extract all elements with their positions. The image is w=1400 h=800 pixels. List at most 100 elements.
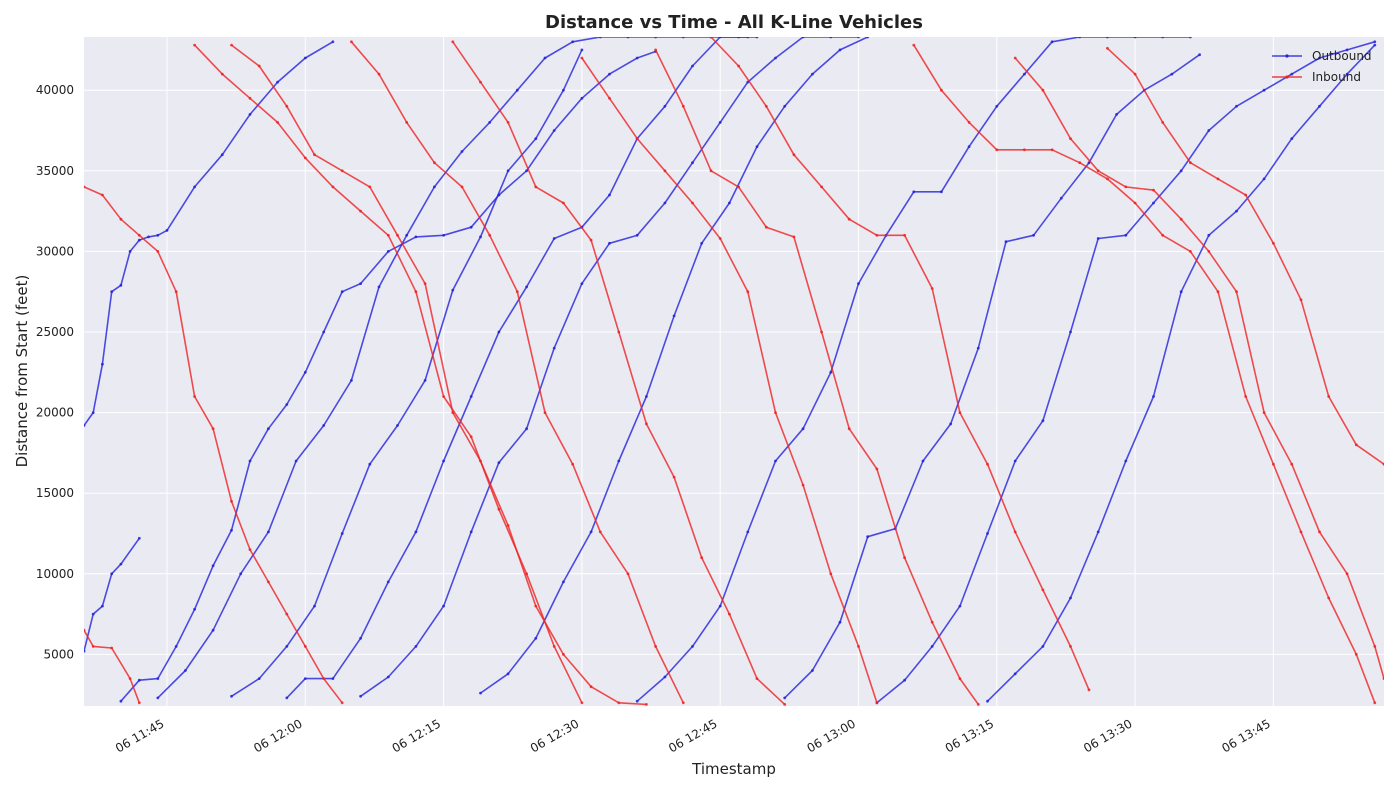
outbound-point xyxy=(617,459,621,463)
inbound-point xyxy=(174,290,178,294)
inbound-point xyxy=(792,153,796,157)
outbound-point xyxy=(608,241,611,245)
inbound-point xyxy=(101,193,104,197)
outbound-point xyxy=(1124,459,1128,463)
x-tick-label: 06 13:15 xyxy=(943,716,996,755)
outbound-point xyxy=(534,137,538,141)
outbound-point xyxy=(728,201,731,205)
inbound-point xyxy=(1354,653,1358,656)
outbound-point xyxy=(1050,40,1054,44)
outbound-point xyxy=(359,636,362,640)
outbound-point xyxy=(774,56,777,60)
outbound-point xyxy=(921,459,925,463)
inbound-point xyxy=(1041,88,1045,92)
x-tick-label: 06 11:45 xyxy=(113,716,166,755)
inbound-point xyxy=(248,548,252,551)
y-tick-label: 5000 xyxy=(43,647,74,661)
x-tick-label: 06 12:45 xyxy=(666,716,719,755)
outbound-point xyxy=(801,37,805,39)
outbound-point xyxy=(313,604,316,608)
outbound-point xyxy=(497,461,501,464)
outbound-point xyxy=(930,645,934,648)
outbound-point xyxy=(174,645,178,648)
outbound-point xyxy=(220,153,224,157)
inbound-point xyxy=(1327,395,1331,398)
outbound-point xyxy=(1179,290,1183,294)
inbound-point xyxy=(460,185,464,189)
x-axis-label: Timestamp xyxy=(691,760,776,778)
outbound-point xyxy=(294,459,298,463)
outbound-point xyxy=(1290,72,1294,76)
inbound-point xyxy=(497,507,501,511)
outbound-point xyxy=(479,691,482,695)
inbound-point xyxy=(903,556,906,560)
outbound-point xyxy=(774,459,777,463)
inbound-point xyxy=(1013,530,1017,534)
outbound-point xyxy=(433,185,436,189)
inbound-vehicle-trace xyxy=(231,44,647,706)
outbound-point xyxy=(156,233,160,237)
y-tick-label: 35000 xyxy=(36,164,74,178)
inbound-point xyxy=(995,148,999,152)
outbound-point xyxy=(1124,233,1128,237)
inbound-point xyxy=(1041,588,1045,592)
outbound-point xyxy=(663,201,667,205)
inbound-point xyxy=(1161,121,1165,124)
inbound-point xyxy=(386,233,390,237)
inbound-point xyxy=(220,72,224,76)
inbound-point xyxy=(654,645,657,648)
inbound-point xyxy=(156,250,160,253)
inbound-point xyxy=(967,121,971,124)
outbound-point xyxy=(663,675,667,679)
inbound-point xyxy=(589,238,593,242)
outbound-point xyxy=(442,459,445,463)
outbound-point xyxy=(110,290,114,294)
inbound-point xyxy=(562,201,565,205)
series-inbound xyxy=(84,37,1384,706)
series-outbound xyxy=(84,37,1377,705)
outbound-point xyxy=(414,645,418,648)
inbound-point xyxy=(645,703,648,706)
outbound-point xyxy=(257,677,261,680)
inbound-point xyxy=(534,185,538,189)
outbound-point xyxy=(396,424,399,427)
inbound-point xyxy=(433,161,436,165)
outbound-point xyxy=(552,346,556,350)
outbound-vehicle-trace xyxy=(231,49,583,697)
outbound-point xyxy=(147,235,150,239)
inbound-point xyxy=(285,104,289,108)
outbound-point xyxy=(700,241,704,245)
inbound-point xyxy=(1327,596,1331,600)
inbound-point xyxy=(1244,193,1248,197)
outbound-point xyxy=(1262,88,1266,92)
inbound-point xyxy=(912,43,916,47)
inbound-point xyxy=(1244,395,1248,398)
outbound-point xyxy=(469,225,473,229)
outbound-point xyxy=(949,422,953,426)
inbound-point xyxy=(617,701,621,705)
y-tick-label: 20000 xyxy=(36,406,74,420)
outbound-point xyxy=(903,678,906,682)
outbound-point xyxy=(1032,233,1035,237)
outbound-point xyxy=(691,64,694,68)
y-tick-label: 15000 xyxy=(36,486,74,500)
inbound-point xyxy=(1290,462,1294,466)
outbound-point xyxy=(857,37,860,39)
outbound-point xyxy=(165,229,169,232)
outbound-point xyxy=(635,699,639,703)
inbound-point xyxy=(1373,645,1377,648)
inbound-point xyxy=(617,330,621,334)
outbound-point xyxy=(137,536,141,540)
inbound-point xyxy=(580,701,584,705)
inbound-point xyxy=(875,233,879,237)
inbound-point xyxy=(84,628,86,632)
inbound-point xyxy=(1299,530,1303,534)
outbound-point xyxy=(386,250,390,253)
inbound-point xyxy=(488,233,492,237)
outbound-point xyxy=(1069,330,1072,334)
inbound-point xyxy=(1318,530,1321,534)
inbound-point xyxy=(562,653,565,656)
inbound-point xyxy=(1179,217,1183,221)
outbound-point xyxy=(451,288,455,292)
inbound-point xyxy=(506,121,510,124)
